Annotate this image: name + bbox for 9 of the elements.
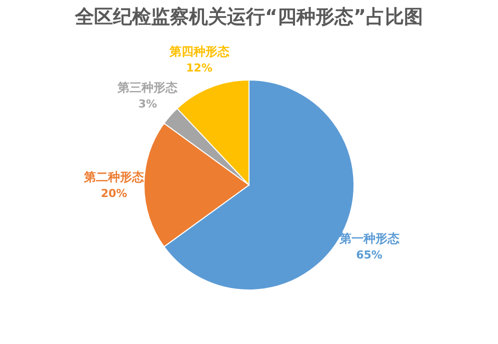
data-label: 12% xyxy=(186,61,212,74)
slice-label: 第一种形态 xyxy=(338,231,400,246)
slice-label: 第二种形态 xyxy=(83,170,145,184)
chart-title: 全区纪检监察机关运行“四种形态”占比图 xyxy=(74,6,423,28)
data-label: 3% xyxy=(138,98,158,111)
slice-label: 第四种形态 xyxy=(168,44,230,58)
data-label: 65% xyxy=(356,248,382,262)
data-label: 20% xyxy=(100,187,128,200)
slice-label: 第三种形态 xyxy=(116,80,179,95)
